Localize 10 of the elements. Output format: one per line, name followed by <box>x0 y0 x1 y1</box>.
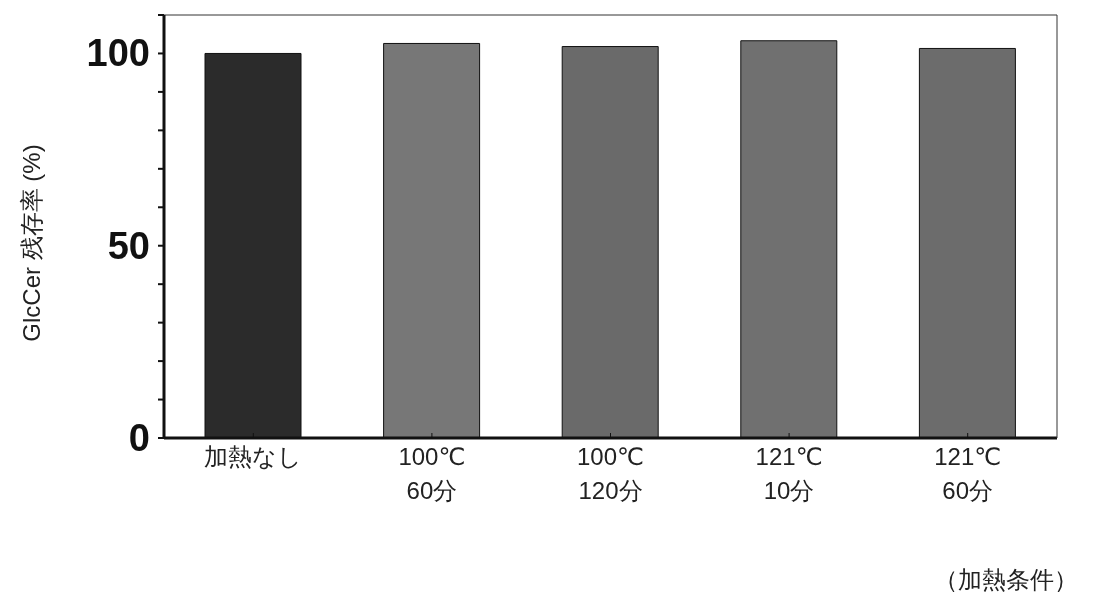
x-tick-label: 加熱なし <box>204 443 303 470</box>
y-tick-label: 50 <box>107 224 150 267</box>
x-axis-title: （加熱条件） <box>934 565 1078 595</box>
x-tick-label: 100℃ 120分 <box>577 443 644 504</box>
y-tick-label: 100 <box>86 32 150 75</box>
x-tick-label: 121℃ 10分 <box>755 443 823 504</box>
y-tick-label: 0 <box>128 417 150 459</box>
y-axis-title: GlcCer 残存率 (%) <box>17 144 46 342</box>
x-tick-label: 100℃ 60分 <box>398 443 466 504</box>
x-tick-label: 121℃ 60分 <box>934 443 1002 504</box>
